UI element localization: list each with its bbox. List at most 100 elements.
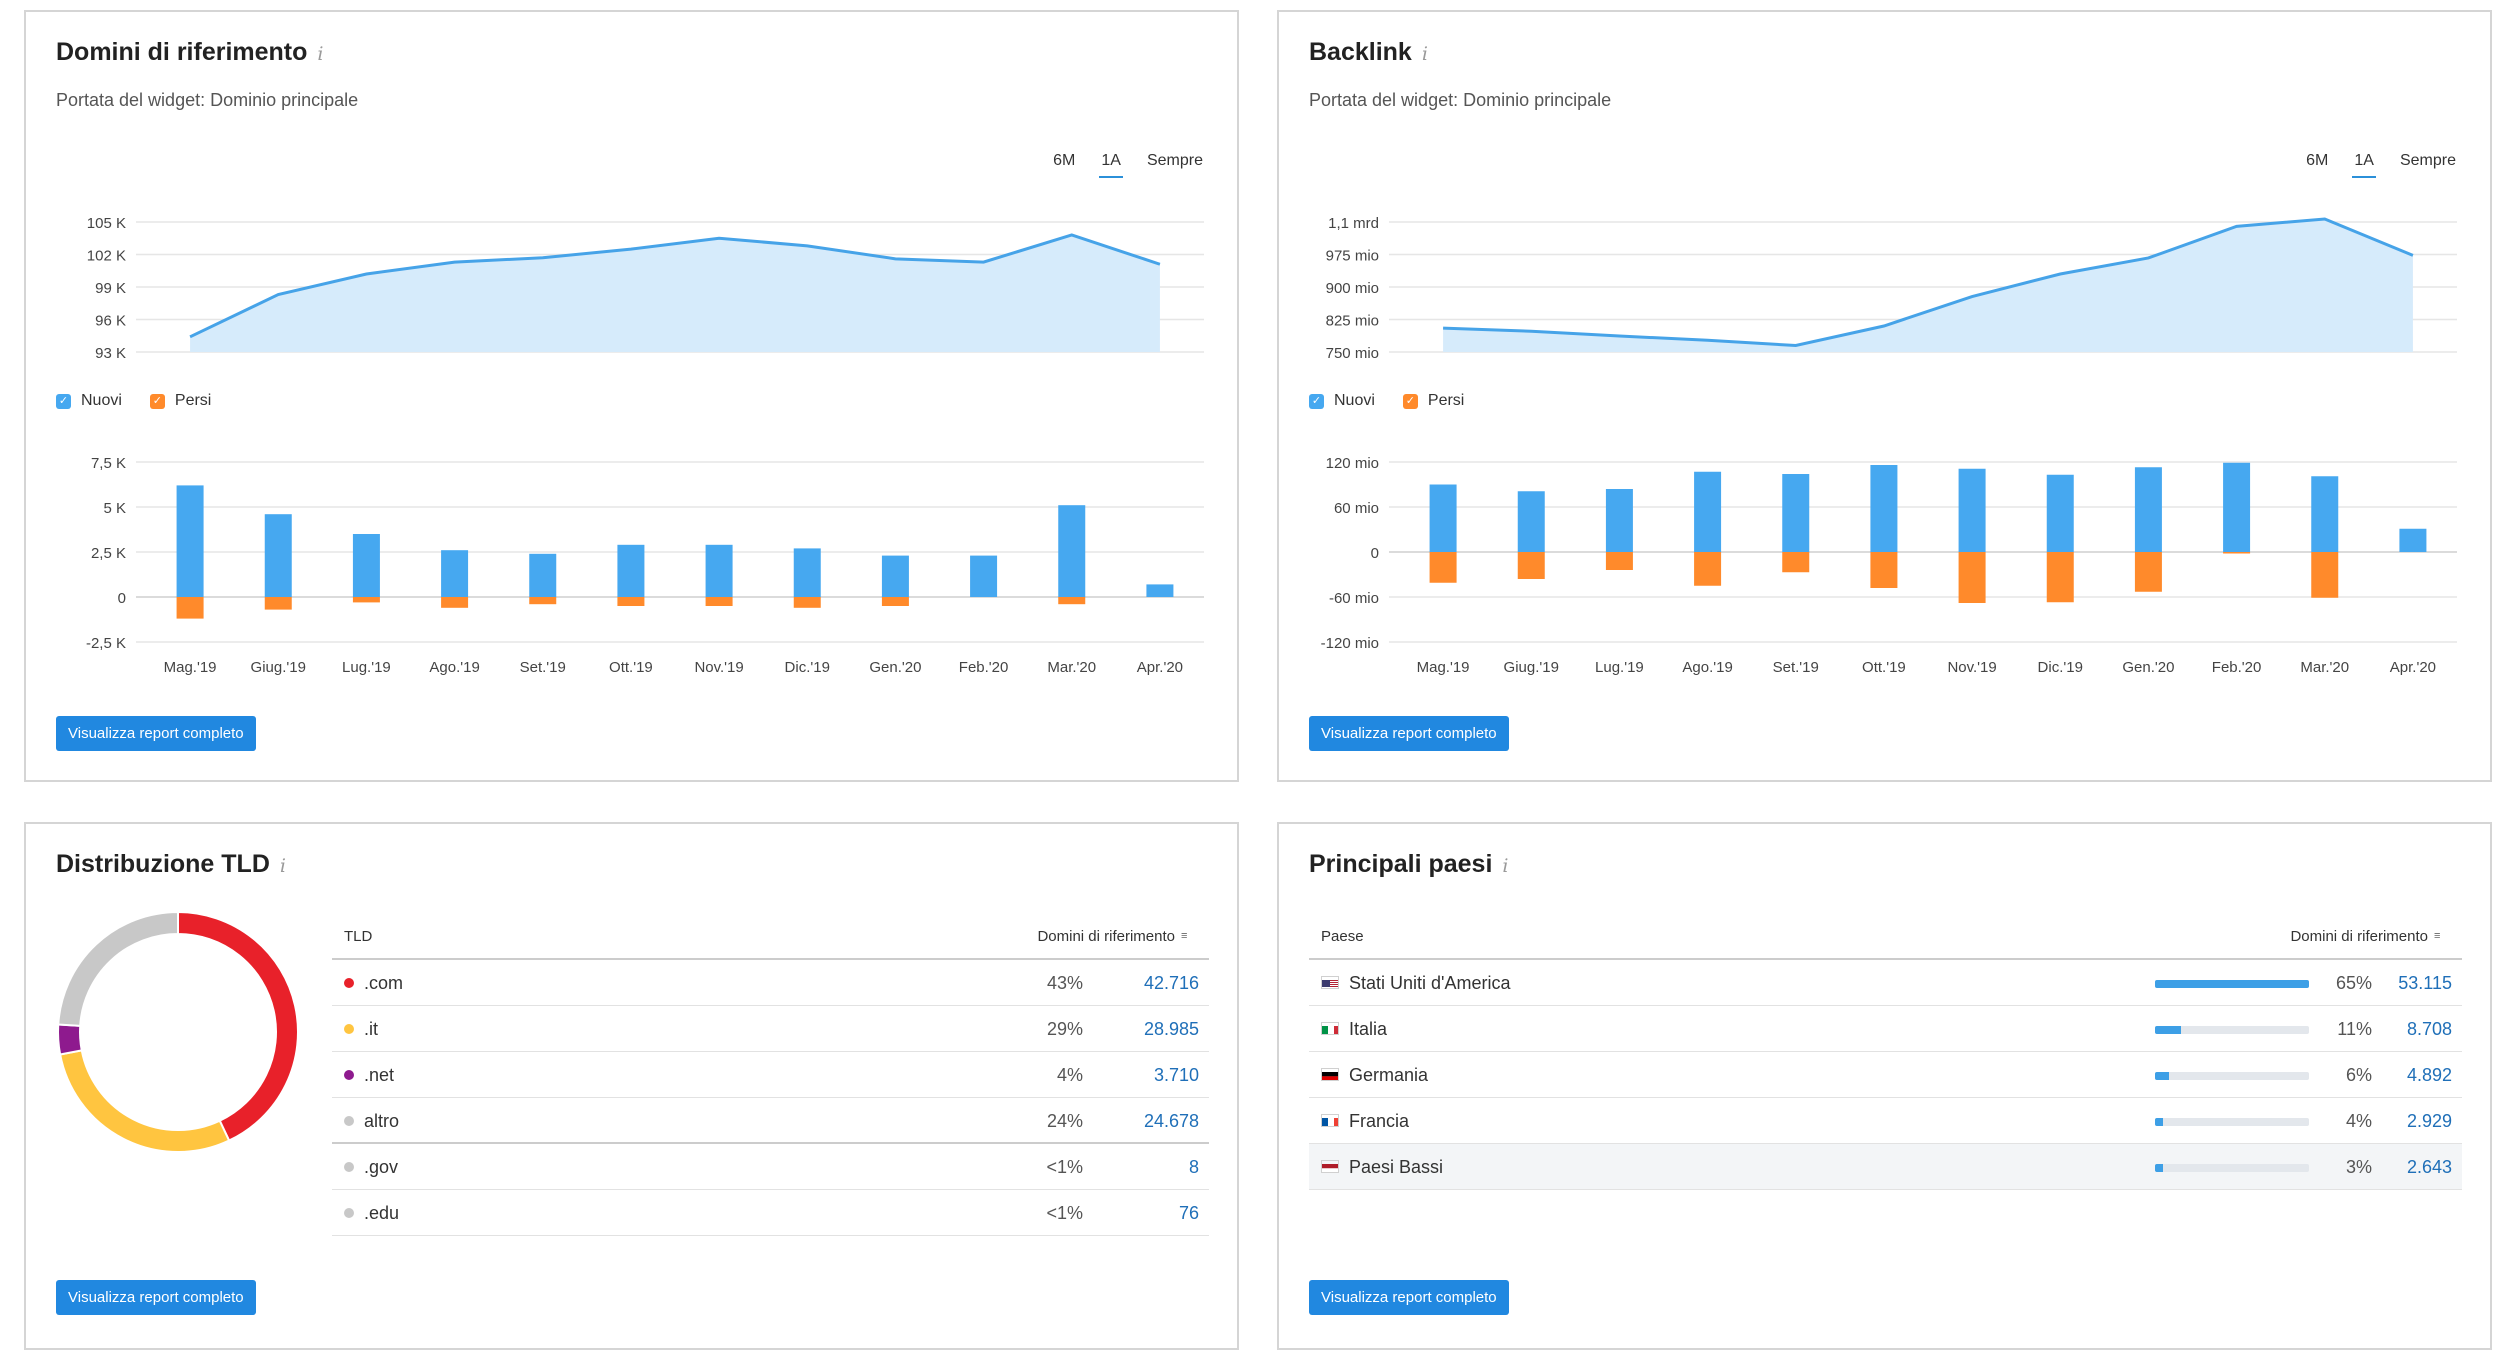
card-subtitle: Portata del widget: Dominio principale bbox=[56, 90, 359, 110]
tld-domains-link[interactable]: 24.678 bbox=[1143, 1111, 1199, 1131]
info-icon[interactable]: i bbox=[279, 855, 286, 877]
bar-new[interactable] bbox=[1694, 471, 1722, 552]
country-domains-link[interactable]: 2.643 bbox=[2406, 1157, 2452, 1177]
tld-domains-link[interactable]: 28.985 bbox=[1143, 1019, 1199, 1039]
sort-icon[interactable]: ≡ bbox=[1181, 930, 1187, 942]
bar-new[interactable] bbox=[1605, 489, 1633, 552]
bar-lost[interactable] bbox=[441, 597, 469, 608]
bar-new[interactable] bbox=[705, 544, 733, 597]
info-icon[interactable]: i bbox=[317, 43, 324, 65]
bar-new[interactable] bbox=[2046, 474, 2074, 552]
country-name[interactable]: Germania bbox=[1349, 1065, 1429, 1085]
bar-lost[interactable] bbox=[1782, 552, 1810, 573]
tld-domains-link[interactable]: 76 bbox=[1178, 1203, 1199, 1223]
donut-slice[interactable] bbox=[177, 910, 299, 1142]
bar-lost[interactable] bbox=[705, 597, 733, 606]
bar-new[interactable] bbox=[970, 555, 998, 597]
country-domains-link[interactable]: 53.115 bbox=[2398, 973, 2452, 993]
bar-new[interactable] bbox=[1517, 491, 1545, 552]
bar-lost[interactable] bbox=[2223, 552, 2251, 554]
view-full-report-button[interactable]: Visualizza report completo bbox=[56, 716, 256, 751]
bar-lost[interactable] bbox=[264, 597, 292, 610]
tld-domains-link[interactable]: 3.710 bbox=[1153, 1065, 1199, 1085]
y-tick-label: -2,5 K bbox=[86, 635, 126, 652]
legend-new-label: Nuovi bbox=[1334, 392, 1375, 409]
bar-lost[interactable] bbox=[1058, 597, 1086, 605]
tab-6m[interactable]: 6M bbox=[2306, 152, 2329, 169]
bar-lost[interactable] bbox=[617, 597, 645, 606]
bar-new[interactable] bbox=[1958, 468, 1986, 552]
legend-new[interactable]: ✓ Nuovi bbox=[56, 392, 122, 410]
country-domains-link[interactable]: 2.929 bbox=[2406, 1111, 2452, 1131]
country-name[interactable]: Francia bbox=[1349, 1111, 1410, 1131]
donut-slice[interactable] bbox=[57, 910, 179, 1027]
bar-lost[interactable] bbox=[2134, 552, 2162, 592]
bar-new[interactable] bbox=[2311, 476, 2339, 552]
tld-donut-chart bbox=[57, 910, 299, 1153]
bar-new[interactable] bbox=[617, 544, 645, 597]
bar-lost[interactable] bbox=[352, 597, 380, 603]
country-name[interactable]: Stati Uniti d'America bbox=[1349, 973, 1511, 993]
bar-new[interactable] bbox=[352, 534, 380, 597]
bar-lost[interactable] bbox=[881, 597, 909, 606]
bar-lost[interactable] bbox=[1517, 552, 1545, 579]
legend-lost[interactable]: ✓ Persi bbox=[1402, 392, 1465, 410]
tab-1a[interactable]: 1A bbox=[1099, 152, 1123, 178]
x-tick-label: Set.'19 bbox=[1773, 659, 1819, 676]
bar-new[interactable] bbox=[1782, 474, 1810, 552]
bar-lost[interactable] bbox=[176, 597, 204, 619]
country-domains-link[interactable]: 4.892 bbox=[2406, 1065, 2452, 1085]
bar-new[interactable] bbox=[1870, 465, 1898, 552]
de-flag-icon bbox=[1321, 1068, 1339, 1081]
bar-new[interactable] bbox=[2134, 467, 2162, 552]
bar-new[interactable] bbox=[529, 553, 557, 597]
bar-new[interactable] bbox=[441, 550, 469, 597]
bar-new[interactable] bbox=[176, 485, 204, 597]
bar-new[interactable] bbox=[2223, 462, 2251, 552]
tab-1a[interactable]: 1A bbox=[2352, 152, 2376, 178]
sort-icon[interactable]: ≡ bbox=[2434, 930, 2440, 942]
column-header-domains[interactable]: Domini di riferimento ≡ bbox=[1037, 928, 1197, 945]
legend-lost[interactable]: ✓ Persi bbox=[149, 392, 211, 410]
view-full-report-button[interactable]: Visualizza report completo bbox=[1309, 1280, 1509, 1315]
bar-lost[interactable] bbox=[529, 597, 557, 605]
tab-sempre[interactable]: Sempre bbox=[1146, 152, 1203, 169]
donut-slice[interactable] bbox=[57, 1023, 83, 1056]
bar-lost[interactable] bbox=[2046, 552, 2074, 603]
share-bar-fill bbox=[2155, 980, 2309, 988]
tld-color-dot bbox=[344, 1208, 354, 1218]
tld-domains-link[interactable]: 8 bbox=[1188, 1157, 1199, 1177]
bar-new[interactable] bbox=[2399, 528, 2427, 552]
bar-new[interactable] bbox=[793, 548, 821, 597]
legend-lost-label: Persi bbox=[1427, 392, 1465, 409]
bar-new[interactable] bbox=[1429, 484, 1457, 553]
donut-slice[interactable] bbox=[58, 1049, 231, 1153]
view-full-report-button[interactable]: Visualizza report completo bbox=[56, 1280, 256, 1315]
bar-lost[interactable] bbox=[1958, 552, 1986, 603]
view-full-report-button[interactable]: Visualizza report completo bbox=[1309, 716, 1509, 751]
bar-lost[interactable] bbox=[2311, 552, 2339, 598]
country-domains-link[interactable]: 8.708 bbox=[2406, 1019, 2452, 1039]
tld-rows: .com 43% 42.716 .it 29% 28.985 .net 4% 3.710 altr… bbox=[332, 960, 1209, 1236]
bar-lost[interactable] bbox=[1605, 552, 1633, 570]
bar-lost[interactable] bbox=[1694, 552, 1722, 586]
x-tick-label: Giug.'19 bbox=[1504, 659, 1559, 676]
checkbox-checked-icon: ✓ bbox=[1402, 393, 1418, 409]
bar-new[interactable] bbox=[1146, 584, 1174, 597]
info-icon[interactable]: i bbox=[1502, 855, 1509, 877]
bar-lost[interactable] bbox=[1429, 552, 1457, 583]
info-icon[interactable]: i bbox=[1421, 43, 1428, 65]
bar-lost[interactable] bbox=[793, 597, 821, 608]
column-header-domains[interactable]: Domini di riferimento ≡ bbox=[2290, 928, 2450, 945]
tab-6m[interactable]: 6M bbox=[1053, 152, 1076, 169]
bar-lost[interactable] bbox=[1870, 552, 1898, 588]
legend-new[interactable]: ✓ Nuovi bbox=[1309, 392, 1375, 410]
column-header-country: Paese bbox=[1321, 928, 1364, 945]
tab-sempre[interactable]: Sempre bbox=[2399, 152, 2456, 169]
tld-domains-link[interactable]: 42.716 bbox=[1143, 973, 1199, 993]
bar-new[interactable] bbox=[1058, 505, 1086, 597]
country-name[interactable]: Paesi Bassi bbox=[1349, 1157, 1444, 1177]
bar-new[interactable] bbox=[264, 514, 292, 597]
country-name[interactable]: Italia bbox=[1349, 1019, 1388, 1039]
bar-new[interactable] bbox=[881, 555, 909, 597]
